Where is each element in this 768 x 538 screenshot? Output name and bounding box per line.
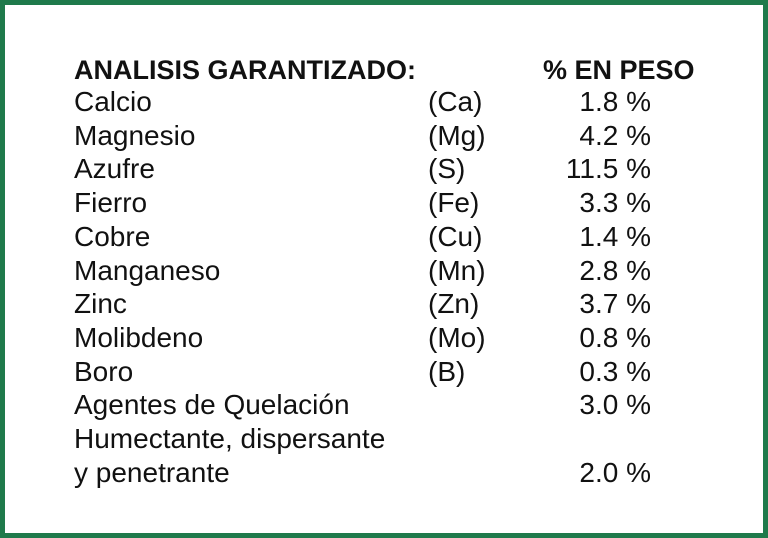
row-name: Zinc [74, 288, 127, 320]
row-name: Cobre [74, 220, 151, 252]
row-name: Magnesio [74, 119, 196, 151]
row-name: Calcio [74, 86, 152, 117]
row-value: 0.8 % [579, 321, 651, 353]
row-name: Molibdeno [74, 321, 204, 353]
row-value: 3.7 % [579, 288, 651, 320]
row-value: 0.3 % [579, 355, 651, 387]
row-symbol: (B) [428, 355, 466, 387]
row-name: Azufre [74, 153, 155, 185]
unit-header: % EN PESO [543, 55, 695, 85]
row-value: 11.5 % [565, 153, 651, 185]
row-symbol: (Fe) [428, 187, 480, 219]
row-value: 2.0 % [579, 456, 651, 488]
row-symbol: (Cu) [428, 220, 483, 252]
row-value: 1.4 % [579, 220, 651, 252]
row-symbol: (Mo) [428, 321, 486, 353]
table-title: ANALISIS GARANTIZADO: [74, 55, 416, 85]
row-value: 2.8 % [579, 254, 651, 286]
row-symbol: (Mn) [428, 254, 486, 286]
row-symbol: (S) [428, 153, 466, 185]
row-value: 3.3 % [579, 187, 651, 219]
row-name: Manganeso [74, 254, 221, 286]
row-name: y penetrante [74, 456, 230, 488]
row-name: Boro [74, 355, 134, 387]
row-symbol: (Ca) [428, 86, 483, 117]
row-value: 3.0 % [579, 389, 651, 421]
row-value: 1.8 % [579, 86, 651, 117]
row-symbol: (Zn) [428, 288, 480, 320]
row-name: Humectante, dispersante [74, 423, 386, 454]
row-value: 4.2 % [579, 119, 651, 151]
row-symbol: (Mg) [428, 119, 486, 151]
row-name: Fierro [74, 187, 148, 219]
row-name: Agentes de Quelación [74, 389, 350, 421]
